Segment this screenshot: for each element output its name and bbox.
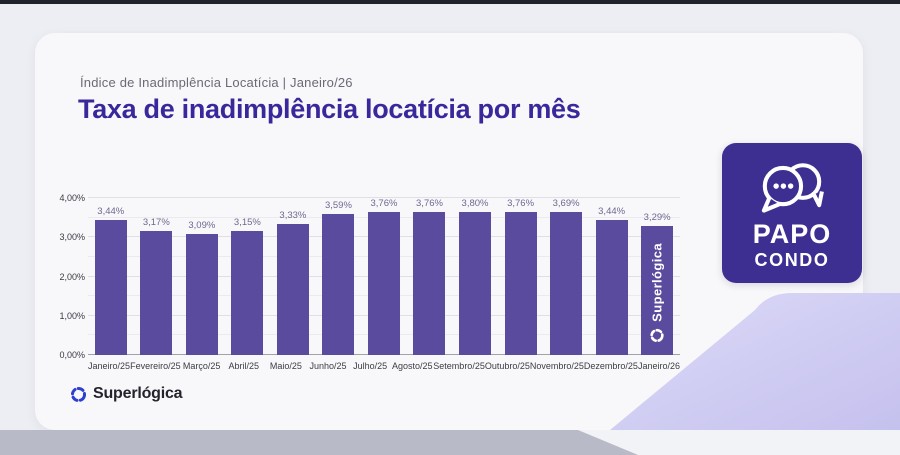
y-axis: 0,00% 1,00% 2,00% 3,00% 4,00% bbox=[43, 193, 85, 360]
bar-slot: 3,69% bbox=[543, 198, 589, 355]
bar-value-label: 3,15% bbox=[233, 217, 261, 229]
x-tick-label: Janeiro/26 bbox=[637, 361, 680, 371]
brand-logo: Superlógica bbox=[70, 385, 183, 403]
x-tick-label: Junho/25 bbox=[309, 361, 347, 371]
bar-value-label: 3,59% bbox=[324, 200, 352, 212]
y-tick-label: 3,00% bbox=[59, 232, 85, 243]
bar-value-label: 3,69% bbox=[552, 198, 580, 209]
bar-value-label: 3,44% bbox=[97, 205, 125, 217]
badge-line2: CONDO bbox=[754, 249, 830, 270]
bar-value-label: 3,33% bbox=[279, 210, 307, 222]
bar-watermark: Superlógica bbox=[650, 243, 665, 343]
y-tick-label: 0,00% bbox=[59, 350, 85, 360]
x-tick-label: Março/25 bbox=[182, 361, 221, 371]
y-tick-label: 2,00% bbox=[59, 271, 85, 282]
bar-value-label: 3,17% bbox=[142, 216, 170, 228]
bottom-strip bbox=[0, 430, 900, 455]
y-tick-label: 1,00% bbox=[59, 310, 85, 321]
chat-bubbles-icon bbox=[761, 162, 824, 213]
gridline bbox=[88, 197, 680, 198]
x-tick-label: Novembro/25 bbox=[529, 361, 584, 371]
bar-slot: 3,33% bbox=[270, 198, 316, 355]
bar-slot: 3,44% bbox=[589, 198, 635, 355]
superlogica-icon-watermark bbox=[650, 328, 664, 343]
bar bbox=[276, 224, 309, 355]
x-tick-label: Janeiro/25 bbox=[88, 361, 131, 371]
bar-slot: 3,76% bbox=[361, 198, 407, 355]
papo-condo-badge: PAPO CONDO bbox=[722, 143, 862, 283]
bar bbox=[459, 212, 492, 355]
bar bbox=[550, 212, 583, 355]
x-tick-label: Outubro/25 bbox=[484, 361, 530, 371]
bar bbox=[504, 212, 537, 355]
badge-line1: PAPO bbox=[752, 218, 832, 249]
x-axis-labels: Janeiro/25 Fevereiro/25 Março/25 Abril/25 Ma… bbox=[88, 361, 680, 371]
bar: Superlógica bbox=[641, 225, 674, 355]
brand-name: Superlógica bbox=[93, 385, 183, 402]
bar bbox=[595, 219, 628, 355]
bar-slot: 3,76% bbox=[407, 198, 453, 355]
bar-value-label: 3,76% bbox=[416, 198, 443, 209]
superlogica-icon bbox=[70, 386, 87, 402]
x-tick-label: Agosto/25 bbox=[391, 361, 433, 371]
watermark-text: Superlógica bbox=[649, 243, 665, 322]
bars: 3,44% 3,17% 3,09% 3,15% 3,33% 3,59% 3,76% 3,76%… bbox=[88, 198, 680, 355]
x-tick-label: Maio/25 bbox=[269, 361, 302, 371]
bar-slot: 3,44% bbox=[88, 198, 134, 355]
bar-slot: 3,15% bbox=[225, 198, 271, 355]
x-tick-label: Julho/25 bbox=[353, 361, 388, 371]
bar-value-label: 3,09% bbox=[188, 219, 216, 231]
bar-slot: 3,17% bbox=[134, 198, 180, 355]
bar-slot: 3,59% bbox=[316, 198, 362, 355]
bar-slot: 3,09% bbox=[179, 198, 225, 355]
bar bbox=[94, 219, 127, 355]
x-tick-label: Dezembro/25 bbox=[583, 361, 638, 371]
x-tick-label: Setembro/25 bbox=[433, 361, 485, 371]
x-tick-label: Fevereiro/25 bbox=[130, 361, 181, 371]
bar-value-label: 3,29% bbox=[643, 211, 671, 223]
bar-value-label: 3,80% bbox=[461, 198, 489, 209]
bar-slot: 3,80% bbox=[452, 198, 498, 355]
bar-value-label: 3,76% bbox=[370, 198, 398, 209]
bar bbox=[413, 212, 446, 355]
x-tick-label: Abril/25 bbox=[228, 361, 260, 371]
y-tick-label: 4,00% bbox=[59, 193, 85, 203]
bottom-strip-gray-band bbox=[0, 430, 638, 455]
bar bbox=[231, 231, 264, 355]
bar-slot: 3,76% bbox=[498, 198, 544, 355]
bar bbox=[322, 214, 355, 355]
lavender-decorative-shape bbox=[610, 293, 900, 430]
page-title: Taxa de inadimplência locatícia por mês bbox=[78, 94, 581, 124]
plot-area: 3,44% 3,17% 3,09% 3,15% 3,33% 3,59% 3,76% 3,76%… bbox=[88, 197, 680, 355]
bar bbox=[140, 230, 173, 355]
bar-value-label: 3,44% bbox=[598, 205, 626, 217]
bar bbox=[185, 233, 218, 355]
bar-value-label: 3,76% bbox=[507, 198, 535, 209]
chart-subtitle: Índice de Inadimplência Locatícia | Jane… bbox=[80, 75, 353, 90]
top-accent-strip bbox=[0, 0, 900, 4]
bar-slot: 3,29% Superlógica bbox=[634, 198, 680, 355]
bar bbox=[367, 212, 400, 355]
